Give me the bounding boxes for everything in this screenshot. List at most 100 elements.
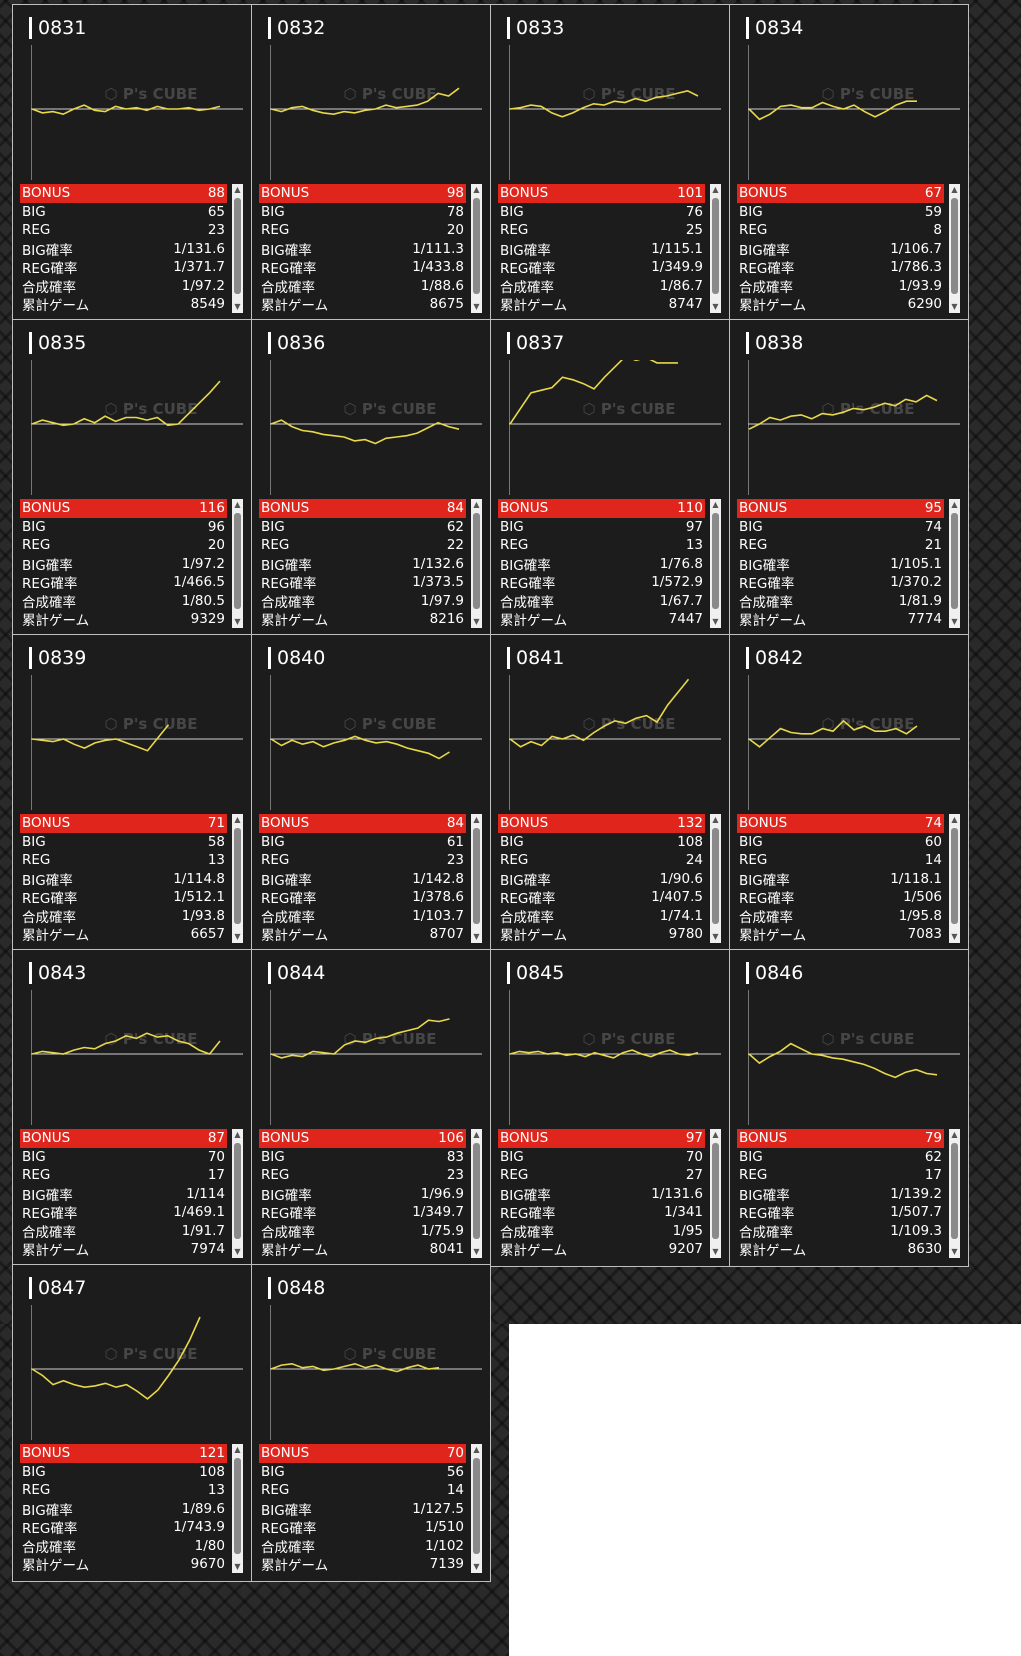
stats-scrollbar[interactable]: ▲ ▼ [232, 1129, 243, 1258]
scroll-thumb[interactable] [234, 198, 241, 294]
stats-scrollbar[interactable]: ▲ ▼ [232, 499, 243, 628]
scroll-up-icon[interactable]: ▲ [712, 185, 719, 194]
scroll-down-icon[interactable]: ▼ [712, 1247, 719, 1256]
scroll-thumb[interactable] [712, 1143, 719, 1239]
scroll-up-icon[interactable]: ▲ [234, 1445, 241, 1454]
scroll-thumb[interactable] [473, 513, 480, 609]
stats-scrollbar[interactable]: ▲ ▼ [471, 1444, 482, 1573]
big-value: 108 [677, 833, 703, 850]
scroll-thumb[interactable] [234, 828, 241, 924]
scroll-thumb[interactable] [473, 828, 480, 924]
slump-graph-svg: ⬡ P's CUBE [509, 45, 721, 180]
stats-scrollbar[interactable]: ▲ ▼ [232, 814, 243, 943]
scroll-thumb[interactable] [234, 513, 241, 609]
stats-scrollbar[interactable]: ▲ ▼ [949, 814, 960, 943]
scroll-thumb[interactable] [712, 828, 719, 924]
machine-card[interactable]: 0839 ⬡ P's CUBE BONUS 71 BIG 58 REG 13 BIG確… [12, 634, 252, 952]
scroll-thumb[interactable] [473, 1143, 480, 1239]
machine-card[interactable]: 0843 ⬡ P's CUBE BONUS 87 BIG 70 REG 17 BIG確… [12, 949, 252, 1267]
stats-scrollbar[interactable]: ▲ ▼ [232, 184, 243, 313]
stats-scrollbar[interactable]: ▲ ▼ [710, 814, 721, 943]
scroll-down-icon[interactable]: ▼ [951, 302, 958, 311]
scroll-down-icon[interactable]: ▼ [234, 302, 241, 311]
stats-scrollbar[interactable]: ▲ ▼ [710, 184, 721, 313]
big-label: BIG [261, 833, 285, 850]
games-label: 累計ゲーム [739, 613, 807, 630]
total-rate-label: 合成確率 [261, 1539, 315, 1556]
machine-card[interactable]: 0844 ⬡ P's CUBE BONUS 106 BIG 83 REG 23 BIG… [251, 949, 491, 1267]
slump-line [31, 380, 221, 427]
scroll-down-icon[interactable]: ▼ [234, 617, 241, 626]
scroll-down-icon[interactable]: ▼ [712, 617, 719, 626]
stats-scrollbar[interactable]: ▲ ▼ [949, 184, 960, 313]
stats-scrollbar[interactable]: ▲ ▼ [710, 1129, 721, 1258]
scroll-down-icon[interactable]: ▼ [951, 932, 958, 941]
scroll-down-icon[interactable]: ▼ [473, 932, 480, 941]
scroll-up-icon[interactable]: ▲ [712, 500, 719, 509]
machine-card[interactable]: 0845 ⬡ P's CUBE BONUS 97 BIG 70 REG 27 BIG確… [490, 949, 730, 1267]
stats-scrollbar[interactable]: ▲ ▼ [949, 1129, 960, 1258]
machine-card[interactable]: 0831 ⬡ P's CUBE BONUS 88 BIG 65 REG 23 BIG確… [12, 4, 252, 322]
scroll-up-icon[interactable]: ▲ [473, 815, 480, 824]
scroll-up-icon[interactable]: ▲ [712, 815, 719, 824]
scroll-down-icon[interactable]: ▼ [234, 932, 241, 941]
machine-card[interactable]: 0838 ⬡ P's CUBE BONUS 95 BIG 74 REG 21 BIG確… [729, 319, 969, 637]
scroll-thumb[interactable] [951, 1143, 958, 1239]
scroll-thumb[interactable] [712, 513, 719, 609]
reg-value: 23 [446, 852, 464, 869]
scroll-up-icon[interactable]: ▲ [473, 185, 480, 194]
scroll-up-icon[interactable]: ▲ [951, 1130, 958, 1139]
scroll-thumb[interactable] [951, 828, 958, 924]
machine-card[interactable]: 0841 ⬡ P's CUBE BONUS 132 BIG 108 REG 24 BI… [490, 634, 730, 952]
scroll-down-icon[interactable]: ▼ [712, 302, 719, 311]
scroll-up-icon[interactable]: ▲ [234, 185, 241, 194]
total-rate-row: 合成確率 1/93.9 [737, 277, 944, 296]
stats-scrollbar[interactable]: ▲ ▼ [949, 499, 960, 628]
scroll-down-icon[interactable]: ▼ [473, 1562, 480, 1571]
stats-scrollbar[interactable]: ▲ ▼ [232, 1444, 243, 1573]
scroll-up-icon[interactable]: ▲ [473, 500, 480, 509]
stats-scrollbar[interactable]: ▲ ▼ [471, 814, 482, 943]
scroll-thumb[interactable] [712, 198, 719, 294]
scroll-down-icon[interactable]: ▼ [473, 302, 480, 311]
scroll-down-icon[interactable]: ▼ [234, 1247, 241, 1256]
scroll-up-icon[interactable]: ▲ [712, 1130, 719, 1139]
stats-scrollbar[interactable]: ▲ ▼ [471, 1129, 482, 1258]
scroll-thumb[interactable] [951, 198, 958, 294]
scroll-down-icon[interactable]: ▼ [951, 617, 958, 626]
scroll-up-icon[interactable]: ▲ [951, 185, 958, 194]
machine-card[interactable]: 0834 ⬡ P's CUBE BONUS 67 BIG 59 REG 8 BIG確率… [729, 4, 969, 322]
scroll-thumb[interactable] [234, 1458, 241, 1554]
machine-card[interactable]: 0833 ⬡ P's CUBE BONUS 101 BIG 76 REG 25 BIG… [490, 4, 730, 322]
scroll-down-icon[interactable]: ▼ [234, 1562, 241, 1571]
machine-card[interactable]: 0848 ⬡ P's CUBE BONUS 70 BIG 56 REG 14 BIG確… [251, 1264, 491, 1582]
bonus-label: BONUS [22, 185, 71, 202]
machine-card[interactable]: 0837 ⬡ P's CUBE BONUS 110 BIG 97 REG 13 BIG… [490, 319, 730, 637]
scroll-up-icon[interactable]: ▲ [234, 500, 241, 509]
machine-card[interactable]: 0840 ⬡ P's CUBE BONUS 84 BIG 61 REG 23 BIG確… [251, 634, 491, 952]
stats-scrollbar[interactable]: ▲ ▼ [710, 499, 721, 628]
scroll-thumb[interactable] [951, 513, 958, 609]
scroll-up-icon[interactable]: ▲ [951, 500, 958, 509]
machine-card[interactable]: 0846 ⬡ P's CUBE BONUS 79 BIG 62 REG 17 BIG確… [729, 949, 969, 1267]
scroll-up-icon[interactable]: ▲ [951, 815, 958, 824]
stats-scrollbar[interactable]: ▲ ▼ [471, 499, 482, 628]
machine-card[interactable]: 0835 ⬡ P's CUBE BONUS 116 BIG 96 REG 20 BIG… [12, 319, 252, 637]
scroll-up-icon[interactable]: ▲ [234, 1130, 241, 1139]
machine-card[interactable]: 0832 ⬡ P's CUBE BONUS 98 BIG 78 REG 20 BIG確… [251, 4, 491, 322]
machine-card[interactable]: 0842 ⬡ P's CUBE BONUS 74 BIG 60 REG 14 BIG確… [729, 634, 969, 952]
scroll-down-icon[interactable]: ▼ [473, 617, 480, 626]
scroll-down-icon[interactable]: ▼ [712, 932, 719, 941]
machine-card[interactable]: 0836 ⬡ P's CUBE BONUS 84 BIG 62 REG 22 BIG確… [251, 319, 491, 637]
scroll-up-icon[interactable]: ▲ [473, 1130, 480, 1139]
scroll-up-icon[interactable]: ▲ [234, 815, 241, 824]
machine-card[interactable]: 0847 ⬡ P's CUBE BONUS 121 BIG 108 REG 13 BI… [12, 1264, 252, 1582]
scroll-up-icon[interactable]: ▲ [473, 1445, 480, 1454]
scroll-down-icon[interactable]: ▼ [473, 1247, 480, 1256]
scroll-down-icon[interactable]: ▼ [951, 1247, 958, 1256]
scroll-thumb[interactable] [473, 198, 480, 294]
big-label: BIG [500, 833, 524, 850]
stats-scrollbar[interactable]: ▲ ▼ [471, 184, 482, 313]
scroll-thumb[interactable] [234, 1143, 241, 1239]
scroll-thumb[interactable] [473, 1458, 480, 1554]
